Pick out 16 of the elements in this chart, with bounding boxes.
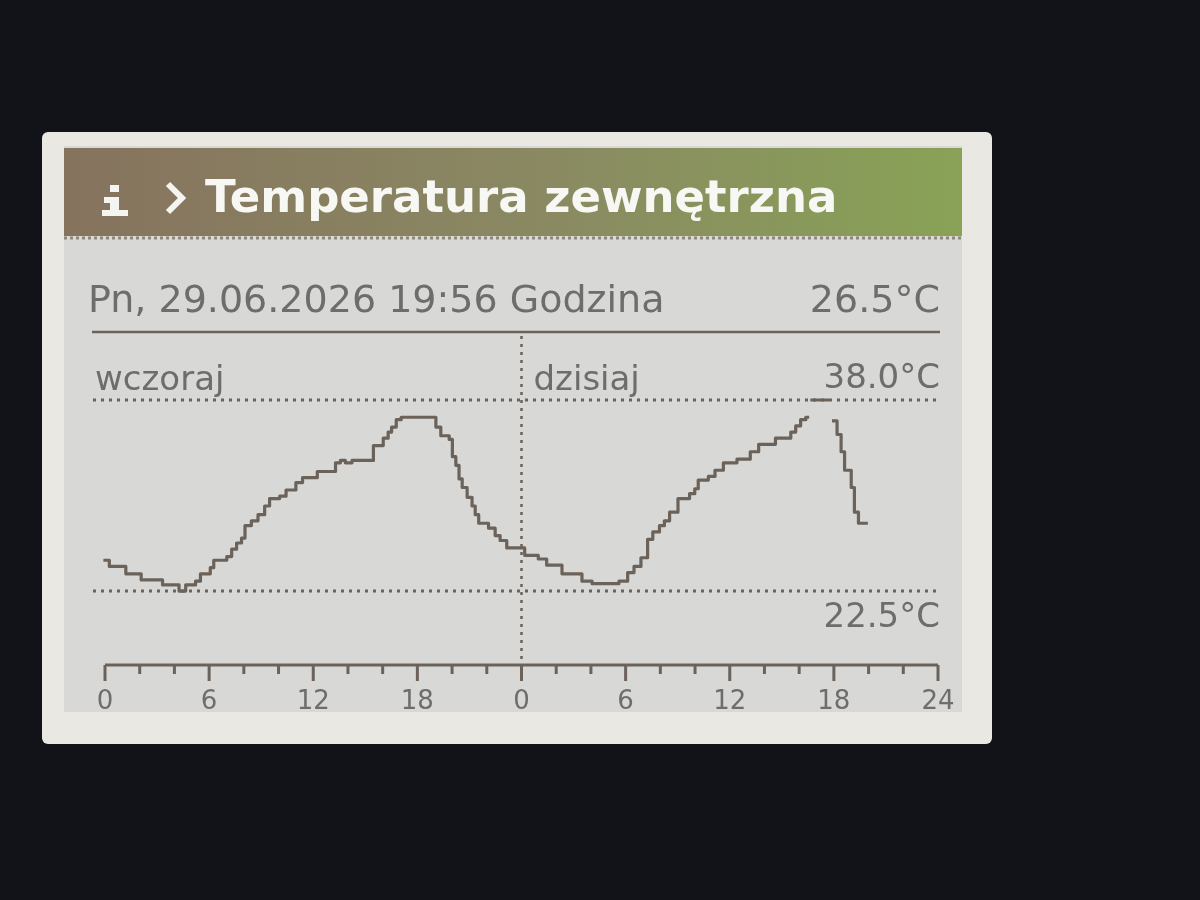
text: wczoraj	[95, 358, 225, 398]
x-tick-label: 0	[96, 685, 114, 715]
x-tick-label: 24	[921, 685, 955, 715]
chart-title: Temperatura zewnętrzna	[205, 170, 838, 223]
text: 26.5°C	[809, 277, 940, 321]
ref-line-label: 38.0°C	[823, 356, 940, 396]
x-tick-label: 18	[817, 685, 851, 715]
x-tick-label: 18	[400, 685, 434, 715]
x-tick-label: 0	[513, 685, 530, 715]
x-tick-label: 6	[200, 685, 218, 715]
x-tick-label: 6	[617, 685, 634, 715]
x-tick-label: 12	[713, 685, 747, 715]
text: dzisiaj	[533, 358, 640, 398]
x-tick-label: 12	[296, 685, 330, 715]
ref-line-label: 22.5°C	[823, 595, 940, 636]
chart-subtitle: Pn, 29.06.2026 19:56 Godzina	[88, 277, 665, 321]
